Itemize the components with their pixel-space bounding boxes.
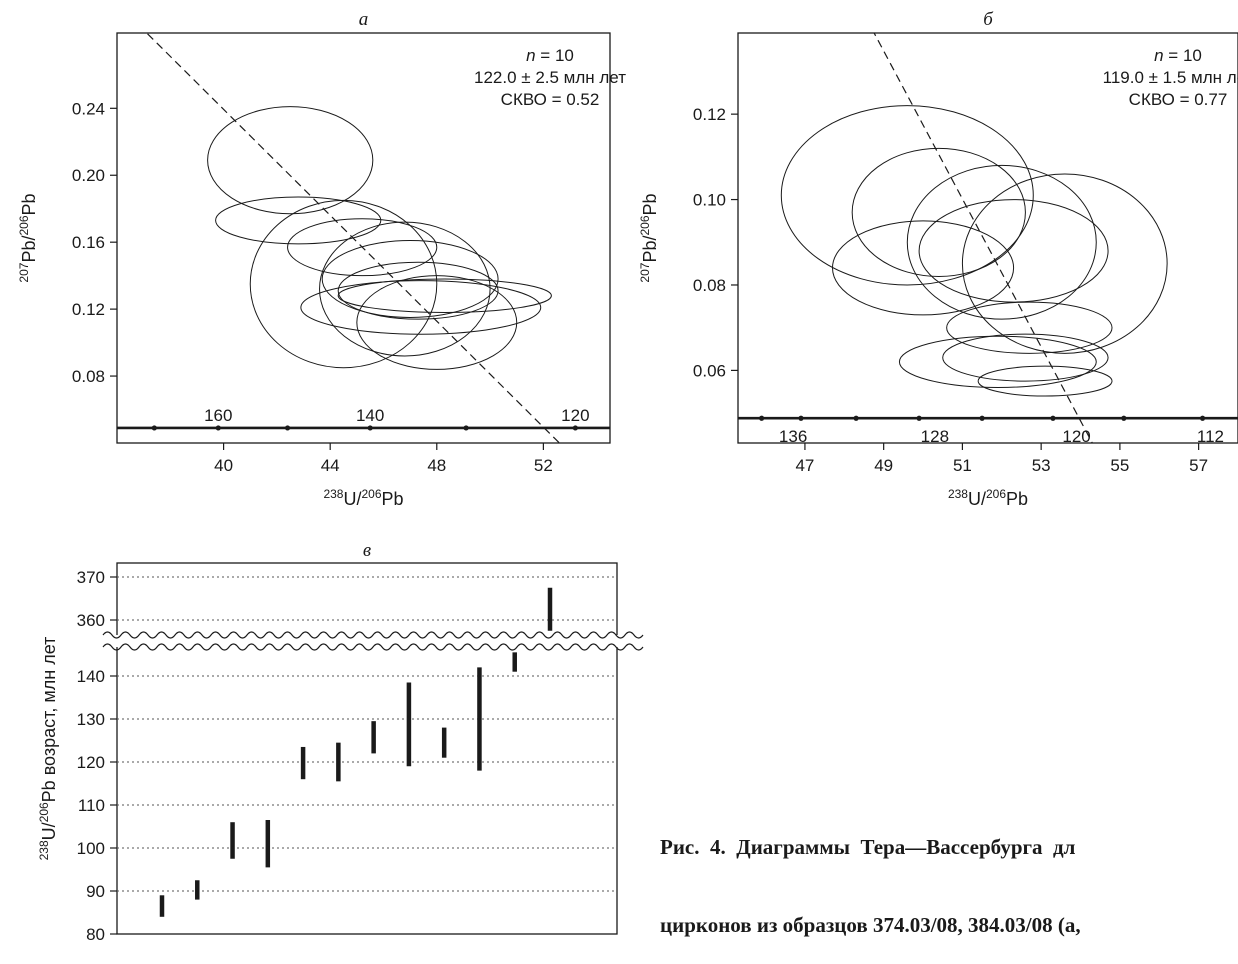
concordia-age-marker bbox=[759, 415, 765, 421]
error-ellipse bbox=[215, 196, 382, 245]
error-ellipse bbox=[831, 220, 1015, 316]
concordia-age-marker bbox=[151, 425, 157, 431]
concordia-age-marker bbox=[572, 425, 578, 431]
annotation-age: 122.0 ± 2.5 млн лет bbox=[474, 68, 626, 87]
y-tick-label: 0.12 bbox=[72, 300, 105, 319]
x-tick-label: 53 bbox=[1032, 456, 1051, 475]
annotation-n: n = 10 bbox=[526, 46, 574, 65]
error-ellipse bbox=[300, 280, 542, 335]
concordia-age-marker bbox=[367, 425, 373, 431]
concordia-age-marker bbox=[853, 415, 859, 421]
error-ellipse bbox=[898, 335, 1097, 388]
concordia-age-marker bbox=[798, 415, 804, 421]
y-tick-label: 130 bbox=[77, 710, 105, 729]
error-ellipse bbox=[946, 301, 1113, 354]
error-ellipse bbox=[287, 218, 438, 277]
x-tick-label: 40 bbox=[214, 456, 233, 475]
y-tick-label: 0.08 bbox=[72, 367, 105, 386]
caption-line-2: цирконов из образцов 374.03/08, 384.03/0… bbox=[660, 913, 1081, 937]
concordia-age-label: 120 bbox=[1062, 427, 1090, 446]
y-tick-label: 370 bbox=[77, 568, 105, 587]
y-tick-label: 0.10 bbox=[693, 191, 726, 210]
y-tick-label: 110 bbox=[78, 796, 105, 815]
concordia-age-label: 128 bbox=[921, 427, 949, 446]
concordia-age-marker bbox=[215, 425, 221, 431]
error-ellipse bbox=[319, 221, 491, 357]
error-ellipse bbox=[906, 164, 1097, 320]
y-tick-label: 0.16 bbox=[72, 233, 105, 252]
figure-canvas: а 40 44 48 52 0.08 0.12 0.16 0.20 0.24 238U/206Pb 2… bbox=[17, 9, 1238, 941]
x-tick-label: 47 bbox=[795, 456, 814, 475]
error-ellipse bbox=[942, 333, 1109, 382]
error-ellipse bbox=[356, 275, 518, 370]
annotation-mswd: СКВО = 0.77 bbox=[1129, 90, 1228, 109]
y-tick-label: 0.12 bbox=[693, 105, 726, 124]
x-axis-label: 238U/206Pb bbox=[948, 487, 1028, 509]
concordia-age-marker bbox=[916, 415, 922, 421]
discordia-line bbox=[145, 33, 560, 443]
error-ellipse bbox=[321, 240, 499, 318]
error-ellipse bbox=[337, 261, 499, 320]
annotation-n: n = 10 bbox=[1154, 46, 1202, 65]
plot-frame bbox=[737, 32, 1238, 444]
error-ellipse bbox=[780, 105, 1034, 286]
concordia-age-label: 136 bbox=[779, 427, 807, 446]
figure-caption: Рис. 4. Диаграммы Тера—Вассербурга дл ци… bbox=[660, 782, 1238, 964]
annotation-age: 119.0 ± 1.5 млн лет bbox=[1103, 68, 1238, 87]
concordia-age-label: 160 bbox=[204, 406, 232, 425]
y-tick-label: 90 bbox=[86, 882, 105, 901]
error-ellipse bbox=[207, 106, 374, 215]
annotation-mswd: СКВО = 0.52 bbox=[501, 90, 600, 109]
error-ellipse bbox=[961, 173, 1168, 354]
concordia-age-marker bbox=[1121, 415, 1127, 421]
plot-frame bbox=[116, 32, 611, 444]
axis-break-wave-lower bbox=[102, 643, 644, 651]
concordia-age-label: 120 bbox=[561, 406, 589, 425]
concordia-age-marker bbox=[979, 415, 985, 421]
plot-frame bbox=[116, 562, 618, 935]
x-tick-label: 57 bbox=[1189, 456, 1208, 475]
error-ellipse bbox=[851, 147, 1026, 277]
panel-c: в 360 370 80 90 100 110 120 130 140 238U/206Pb воз… bbox=[37, 540, 644, 941]
y-tick-label: 80 bbox=[86, 925, 105, 941]
x-tick-label: 48 bbox=[427, 456, 446, 475]
y-axis-label: 207Pb/206Pb bbox=[638, 193, 660, 282]
x-tick-label: 55 bbox=[1110, 456, 1129, 475]
x-axis-label: 238U/206Pb bbox=[323, 487, 403, 509]
y-tick-label: 120 bbox=[77, 753, 105, 772]
panel-title: в bbox=[363, 540, 371, 561]
panel-b: б 47 49 51 53 55 57 0.06 0.08 0.10 0.12 238U/206Pb 2… bbox=[638, 9, 1238, 509]
concordia-age-label: 140 bbox=[356, 406, 384, 425]
panel-title: а bbox=[359, 9, 369, 30]
plot-area bbox=[117, 33, 610, 443]
y-axis-label: 207Pb/206Pb bbox=[17, 193, 39, 282]
y-tick-label: 0.08 bbox=[693, 276, 726, 295]
x-tick-label: 51 bbox=[953, 456, 972, 475]
y-tick-label: 100 bbox=[77, 839, 105, 858]
y-axis-label: 238U/206Pb возраст, млн лет bbox=[37, 637, 59, 861]
discordia-line bbox=[873, 33, 1093, 443]
plot-area bbox=[738, 33, 1238, 443]
error-ellipse bbox=[918, 199, 1109, 303]
caption-line-1: Рис. 4. Диаграммы Тера—Вассербурга дл bbox=[660, 835, 1076, 859]
y-tick-label: 360 bbox=[77, 611, 105, 630]
error-ellipse bbox=[337, 278, 552, 313]
y-tick-label: 0.06 bbox=[693, 361, 726, 380]
y-tick-label: 140 bbox=[77, 667, 105, 686]
concordia-age-marker bbox=[1050, 415, 1056, 421]
y-tick-label: 0.24 bbox=[72, 99, 105, 118]
x-tick-label: 49 bbox=[874, 456, 893, 475]
y-tick-label: 0.20 bbox=[72, 166, 105, 185]
concordia-age-label: 112 bbox=[1197, 427, 1224, 446]
panel-title: б bbox=[983, 9, 994, 30]
error-ellipse bbox=[977, 365, 1113, 397]
x-tick-label: 52 bbox=[534, 456, 553, 475]
concordia-age-marker bbox=[1199, 415, 1206, 421]
concordia-age-marker bbox=[284, 425, 291, 431]
panel-a: а 40 44 48 52 0.08 0.12 0.16 0.20 0.24 238U/206Pb 2… bbox=[17, 9, 626, 509]
axis-break-wave-upper bbox=[102, 631, 644, 639]
concordia-age-marker bbox=[463, 425, 469, 431]
x-tick-label: 44 bbox=[321, 456, 340, 475]
error-ellipse bbox=[249, 199, 438, 369]
